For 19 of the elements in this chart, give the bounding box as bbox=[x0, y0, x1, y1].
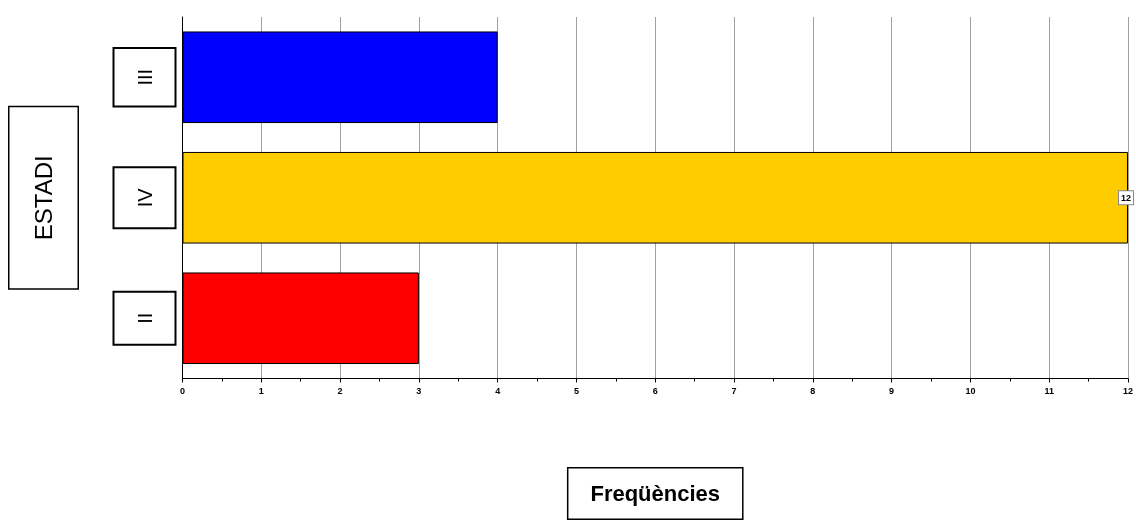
x-tick-label: 8 bbox=[810, 386, 816, 396]
x-tick-label: 12 bbox=[1122, 386, 1133, 396]
y-tick-label: III bbox=[133, 68, 156, 86]
x-tick-label: 9 bbox=[889, 386, 895, 396]
x-tick-label: 0 bbox=[179, 386, 186, 396]
x-tick-label: 11 bbox=[1044, 386, 1054, 396]
x-tick-label: 2 bbox=[337, 386, 343, 396]
x-tick-label: 6 bbox=[652, 386, 658, 396]
x-tick-label: 10 bbox=[965, 386, 976, 396]
y-axis-title: ESTADI bbox=[30, 155, 57, 241]
x-axis-title: Freqüències bbox=[590, 481, 721, 506]
x-tick-label: 7 bbox=[731, 386, 737, 396]
y-tick-label: IV bbox=[133, 187, 156, 208]
data-label: 12 bbox=[1120, 192, 1131, 203]
y-tick-label: II bbox=[133, 312, 156, 324]
x-tick-label: 3 bbox=[416, 386, 422, 396]
x-tick-label: 5 bbox=[573, 386, 579, 396]
x-tick-label: 4 bbox=[495, 386, 501, 396]
x-tick-label: 1 bbox=[258, 386, 264, 396]
